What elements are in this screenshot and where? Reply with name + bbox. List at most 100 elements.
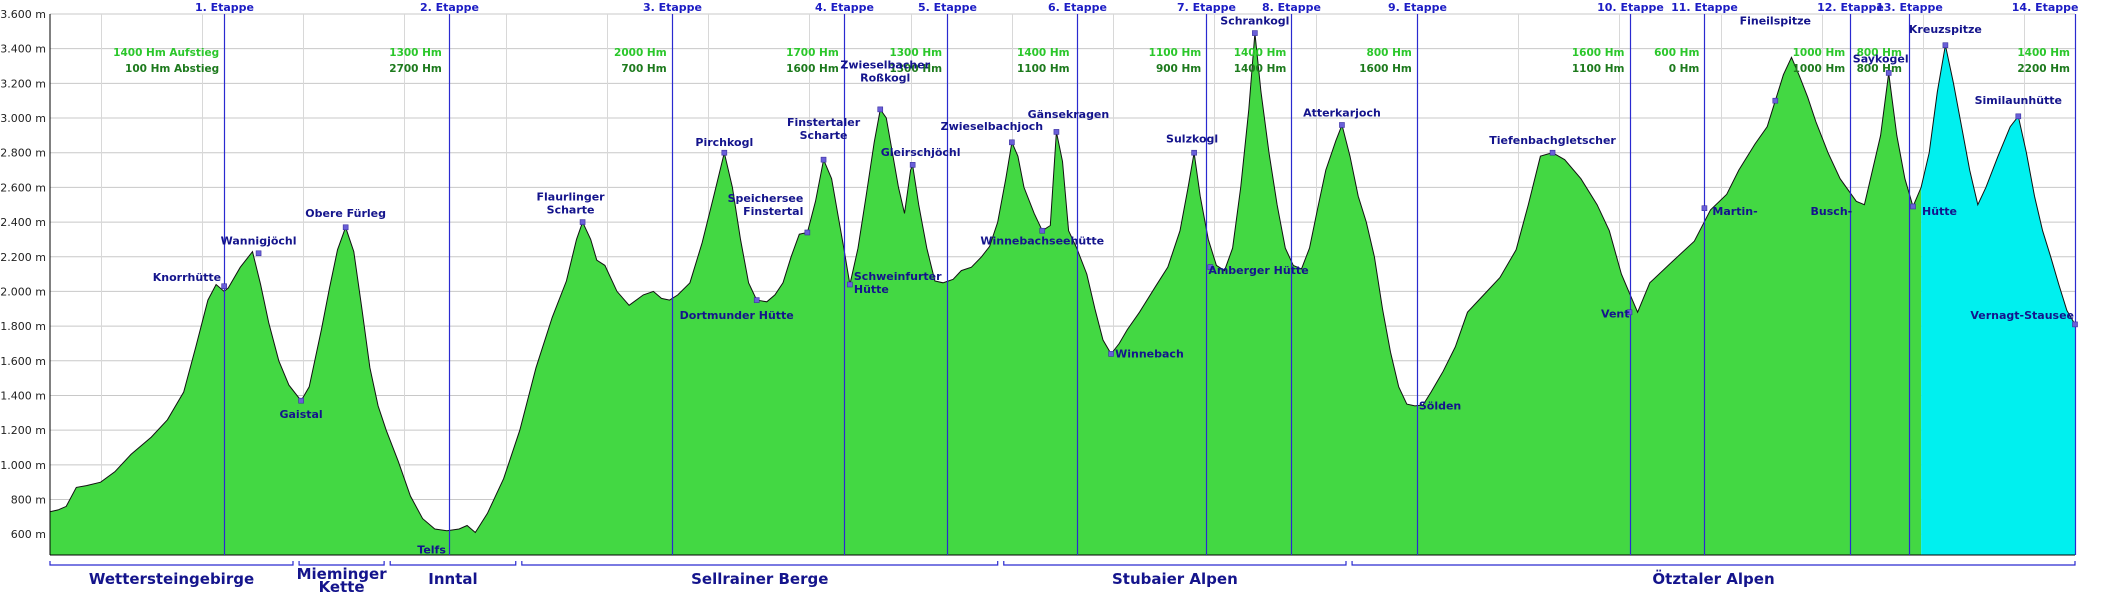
profile-outline: [49, 33, 2076, 534]
place-marker: [1053, 129, 1060, 135]
place-marker: [2015, 113, 2022, 120]
y-tick-label: 1.400 m: [0, 389, 46, 402]
place-marker: [1207, 264, 1214, 270]
place-marker: [847, 281, 853, 288]
stage-label: 6. Etappe: [1048, 1, 1107, 14]
place-label: Hütte: [1922, 205, 1957, 218]
ascent-label: 1400 Hm Aufstieg: [113, 47, 219, 59]
place-marker: [721, 149, 728, 156]
ascent-label: 1600 Hm: [1572, 47, 1625, 59]
ascent-label: 1400 Hm: [1234, 47, 1287, 59]
ascent-label: 600 Hm: [1654, 47, 1699, 59]
stage-label: 2. Etappe: [420, 1, 479, 14]
place-marker: [1626, 309, 1633, 316]
place-label: Sölden: [1419, 399, 1461, 412]
place-marker: [342, 224, 349, 231]
place-marker: [1942, 42, 1949, 49]
y-tick-label: 600 m: [11, 528, 46, 541]
place-marker: [1885, 70, 1892, 76]
stage-label: 13. Etappe: [1876, 1, 1943, 14]
place-marker: [1549, 149, 1556, 156]
place-label: Gaistal: [279, 408, 322, 421]
descent-label: 1000 Hm: [1793, 63, 1846, 75]
y-tick-label: 3.200 m: [0, 77, 46, 90]
region-label: Stubaier Alpen: [1112, 570, 1238, 588]
profile-area-main: [50, 33, 1922, 556]
place-marker: [1252, 30, 1258, 36]
place-label: Zwieselbacher: [840, 59, 930, 72]
region-bracket: [521, 561, 999, 566]
place-marker: [877, 106, 884, 113]
stage-label: 9. Etappe: [1388, 1, 1447, 14]
profile-area-last-stage: [1921, 45, 2075, 555]
place-label: Flaurlinger: [537, 190, 606, 203]
ascent-label: 800 Hm: [1367, 47, 1412, 59]
descent-label: 900 Hm: [1156, 63, 1201, 75]
region-label: Ötztaler Alpen: [1652, 569, 1774, 588]
y-tick-label: 2.000 m: [0, 285, 46, 298]
place-marker: [298, 397, 304, 404]
place-marker: [1009, 139, 1015, 146]
place-label: Atterkarjoch: [1303, 106, 1381, 119]
descent-label: 1300 Hm: [889, 63, 942, 75]
place-label: Tiefenbachgletscher: [1489, 134, 1616, 147]
y-tick-label: 800 m: [11, 494, 46, 507]
place-label: Martin-: [1712, 205, 1757, 218]
region-label: Sellrainer Berge: [691, 570, 828, 588]
region-bracket: [49, 561, 294, 566]
y-tick-label: 1.000 m: [0, 459, 46, 472]
descent-label: 100 Hm Abstieg: [125, 63, 219, 75]
ascent-label: 1700 Hm: [786, 47, 839, 59]
ascent-label: 2000 Hm: [614, 47, 667, 59]
place-label: Gleirschjöchl: [881, 146, 961, 159]
place-marker: [753, 297, 760, 303]
descent-label: 2700 Hm: [389, 63, 442, 75]
stage-label: 1. Etappe: [195, 1, 254, 14]
place-label: Obere Fürleg: [305, 207, 386, 220]
stage-label: 8. Etappe: [1262, 1, 1321, 14]
place-label: Winnebach: [1115, 347, 1184, 360]
ascent-label: 1000 Hm: [1793, 47, 1846, 59]
place-label: Pirchkogl: [695, 136, 753, 149]
y-tick-label: 2.400 m: [0, 216, 46, 229]
descent-label: 1100 Hm: [1572, 63, 1625, 75]
place-label: Vernagt-Stausee: [1970, 309, 2074, 322]
place-label: Schrankogl: [1220, 14, 1289, 27]
place-marker: [1910, 203, 1916, 210]
region-bracket: [389, 561, 517, 566]
place-label: Roßkogl: [860, 72, 910, 85]
place-label: Fineilspitze: [1740, 14, 1811, 27]
ascent-label: 1400 Hm: [1017, 47, 1070, 59]
place-label: Speichersee: [728, 192, 804, 205]
stage-label: 11. Etappe: [1671, 1, 1738, 14]
y-tick-label: 1.200 m: [0, 424, 46, 437]
place-marker: [1339, 122, 1345, 128]
ascent-label: 800 Hm: [1857, 47, 1902, 59]
region-bracket: [1351, 561, 2076, 566]
y-tick-label: 1.600 m: [0, 355, 46, 368]
place-label: Telfs: [417, 543, 446, 556]
place-label: Dortmunder Hütte: [680, 309, 794, 322]
place-label: Similaunhütte: [1975, 94, 2062, 107]
ascent-label: 1300 Hm: [389, 47, 442, 59]
ascent-label: 1300 Hm: [889, 47, 942, 59]
place-label: Amberger Hütte: [1208, 264, 1308, 277]
place-marker: [909, 162, 916, 168]
region-label: Wettersteingebirge: [89, 570, 254, 588]
place-marker: [1701, 205, 1708, 212]
place-marker: [579, 219, 586, 225]
ascent-label: 1100 Hm: [1149, 47, 1202, 59]
region-label: Kette: [319, 578, 365, 592]
descent-label: 1600 Hm: [1359, 63, 1412, 75]
stage-label: 14. Etappe: [2012, 1, 2079, 14]
descent-label: 1100 Hm: [1017, 63, 1070, 75]
place-label: Vent: [1601, 307, 1629, 320]
place-marker: [2072, 321, 2078, 328]
y-tick-label: 3.600 m: [0, 8, 46, 21]
descent-label: 1600 Hm: [786, 63, 839, 75]
place-label: Winnebachseehütte: [980, 235, 1104, 248]
region-label: Inntal: [428, 570, 477, 588]
stage-label: 7. Etappe: [1177, 1, 1236, 14]
place-marker: [255, 250, 262, 257]
